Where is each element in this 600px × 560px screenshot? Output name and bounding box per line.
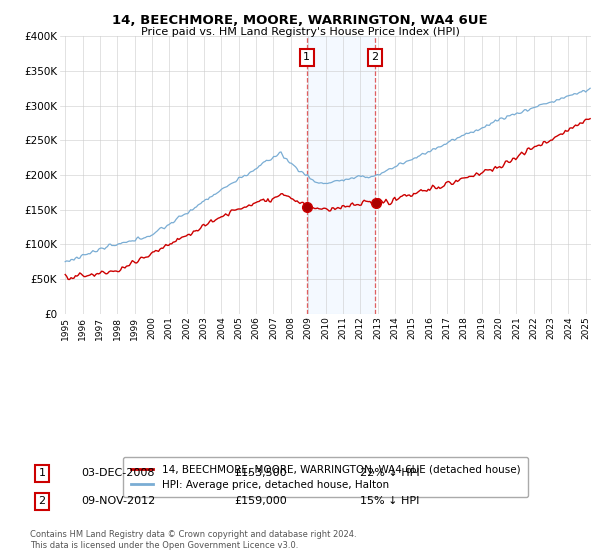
Text: 09-NOV-2012: 09-NOV-2012 <box>81 496 155 506</box>
Bar <box>307 36 375 314</box>
Legend: 14, BEECHMORE, MOORE, WARRINGTON, WA4 6UE (detached house), HPI: Average price, : 14, BEECHMORE, MOORE, WARRINGTON, WA4 6U… <box>123 458 528 497</box>
Text: Price paid vs. HM Land Registry's House Price Index (HPI): Price paid vs. HM Land Registry's House … <box>140 27 460 37</box>
Text: £153,500: £153,500 <box>234 468 287 478</box>
Text: Contains HM Land Registry data © Crown copyright and database right 2024.: Contains HM Land Registry data © Crown c… <box>30 530 356 539</box>
Text: 1: 1 <box>303 52 310 62</box>
Text: 2: 2 <box>371 52 379 62</box>
Text: This data is licensed under the Open Government Licence v3.0.: This data is licensed under the Open Gov… <box>30 541 298 550</box>
Text: 1: 1 <box>38 468 46 478</box>
Text: £159,000: £159,000 <box>234 496 287 506</box>
Text: 15% ↓ HPI: 15% ↓ HPI <box>360 496 419 506</box>
Text: 14, BEECHMORE, MOORE, WARRINGTON, WA4 6UE: 14, BEECHMORE, MOORE, WARRINGTON, WA4 6U… <box>112 14 488 27</box>
Text: 22% ↓ HPI: 22% ↓ HPI <box>360 468 419 478</box>
Text: 03-DEC-2008: 03-DEC-2008 <box>81 468 155 478</box>
Text: 2: 2 <box>38 496 46 506</box>
